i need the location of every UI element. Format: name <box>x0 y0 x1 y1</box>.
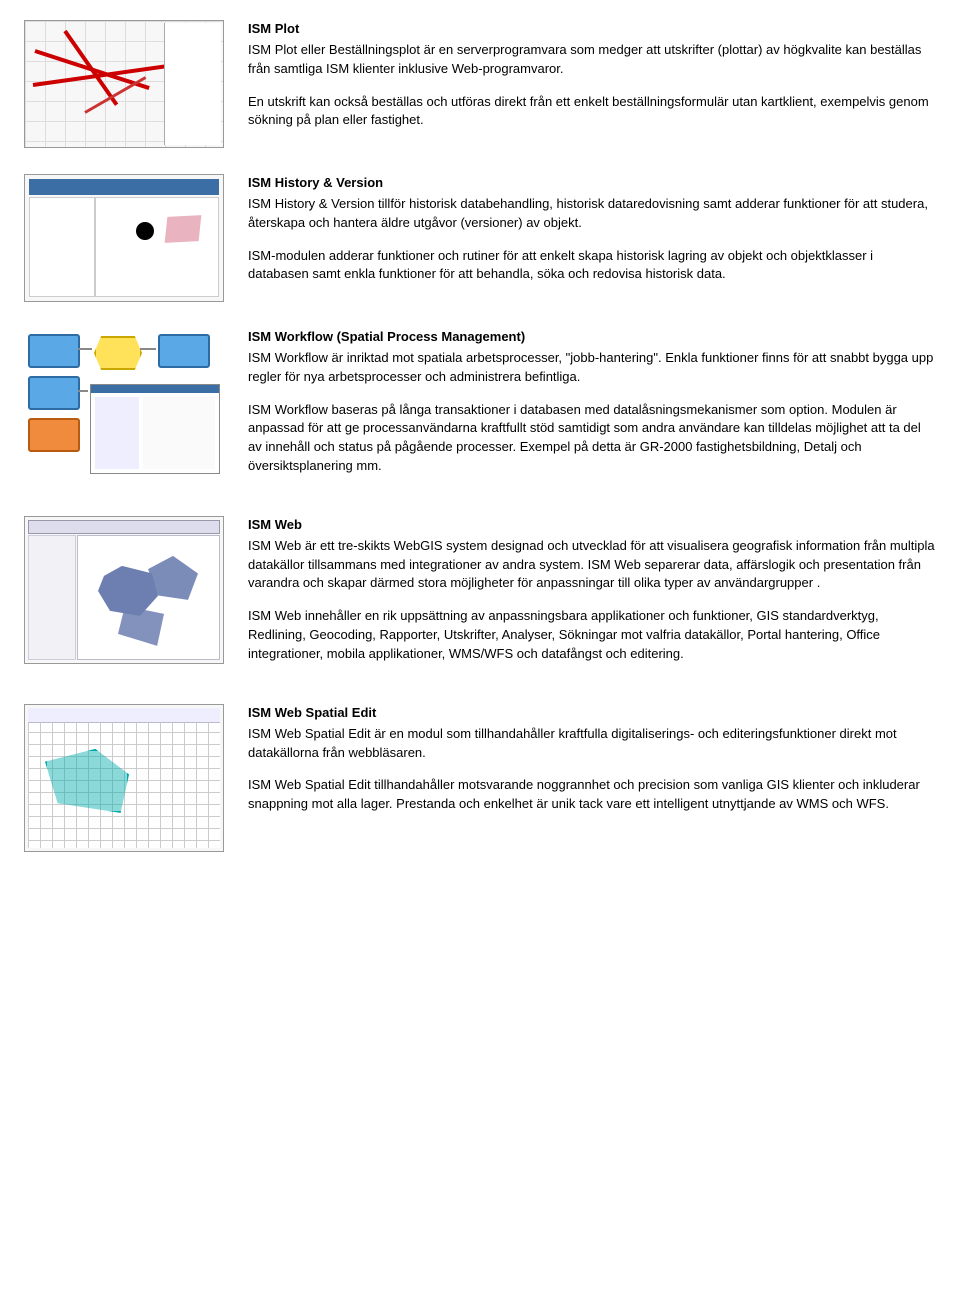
text-block: ISM Workflow (Spatial Process Management… <box>248 328 936 490</box>
paragraph: En utskrift kan också beställas och utfö… <box>248 93 936 131</box>
section-title: ISM Plot <box>248 20 936 39</box>
paragraph: ISM Workflow baseras på långa transaktio… <box>248 401 936 476</box>
text-block: ISM Web ISM Web är ett tre-skikts WebGIS… <box>248 516 936 678</box>
paragraph: ISM Web Spatial Edit är en modul som til… <box>248 725 936 763</box>
thumbnail-spatial-edit <box>24 704 224 852</box>
paragraph: ISM Plot eller Beställningsplot är en se… <box>248 41 936 79</box>
section-title: ISM Workflow (Spatial Process Management… <box>248 328 936 347</box>
section-ism-history: ISM History & Version ISM History & Vers… <box>24 174 936 302</box>
section-ism-spatial-edit: ISM Web Spatial Edit ISM Web Spatial Edi… <box>24 704 936 852</box>
paragraph: ISM-modulen adderar funktioner och rutin… <box>248 247 936 285</box>
paragraph: ISM Web är ett tre-skikts WebGIS system … <box>248 537 936 594</box>
section-title: ISM Web Spatial Edit <box>248 704 936 723</box>
thumbnail-history <box>24 174 224 302</box>
section-ism-web: ISM Web ISM Web är ett tre-skikts WebGIS… <box>24 516 936 678</box>
paragraph: ISM Web innehåller en rik uppsättning av… <box>248 607 936 664</box>
thumbnail-plot <box>24 20 224 148</box>
thumbnail-workflow <box>24 328 224 478</box>
section-ism-plot: ISM Plot ISM Plot eller Beställningsplot… <box>24 20 936 148</box>
paragraph: ISM Web Spatial Edit tillhandahåller mot… <box>248 776 936 814</box>
text-block: ISM History & Version ISM History & Vers… <box>248 174 936 298</box>
paragraph: ISM Workflow är inriktad mot spatiala ar… <box>248 349 936 387</box>
text-block: ISM Plot ISM Plot eller Beställningsplot… <box>248 20 936 144</box>
section-title: ISM History & Version <box>248 174 936 193</box>
thumbnail-web <box>24 516 224 664</box>
paragraph: ISM History & Version tillför historisk … <box>248 195 936 233</box>
text-block: ISM Web Spatial Edit ISM Web Spatial Edi… <box>248 704 936 828</box>
section-ism-workflow: ISM Workflow (Spatial Process Management… <box>24 328 936 490</box>
section-title: ISM Web <box>248 516 936 535</box>
